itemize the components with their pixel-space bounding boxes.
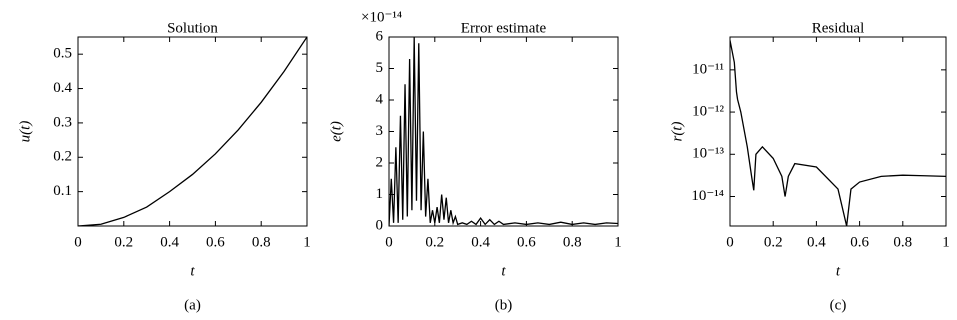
y-tick-label: 4 — [376, 91, 384, 107]
x-axis-label: t — [836, 263, 841, 279]
x-tick-label: 0.2 — [425, 234, 444, 250]
y-axis-label: r(t) — [669, 122, 685, 142]
x-tick-label: 0.2 — [114, 234, 133, 250]
y-tick-label: 2 — [376, 154, 384, 170]
y-tick-label: 3 — [376, 123, 384, 139]
y-tick-label: 0.5 — [53, 46, 72, 62]
x-tick-label: 1 — [614, 234, 622, 250]
x-tick-label: 0.8 — [252, 234, 271, 250]
axes-box — [729, 36, 947, 227]
chart-title: Residual — [812, 20, 865, 36]
x-tick-label: 0.6 — [517, 234, 536, 250]
x-tick-label: 0.8 — [563, 234, 582, 250]
y-tick-label: 0.1 — [53, 183, 72, 199]
y-tick-label: 0.4 — [53, 80, 72, 96]
x-tick-label: 1 — [303, 234, 311, 250]
x-tick-label: 0.6 — [206, 234, 225, 250]
y-axis-label: e(t) — [328, 121, 344, 142]
x-tick-label: 0.8 — [893, 234, 912, 250]
data-line — [78, 37, 307, 226]
x-tick-label: 0 — [385, 234, 393, 250]
y-tick-label: 1 — [376, 186, 384, 202]
x-tick-label: 0.4 — [807, 234, 826, 250]
y-tick-label: 0.3 — [53, 114, 72, 130]
y-tick-label: 0.2 — [53, 149, 72, 165]
x-tick-label: 0.2 — [764, 234, 783, 250]
y-tick-label: 5 — [376, 60, 384, 76]
x-axis-label: t — [190, 263, 195, 279]
chart-title: Solution — [167, 20, 218, 36]
x-tick-label: 1 — [942, 234, 950, 250]
caption: (c) — [830, 297, 847, 313]
x-tick-label: 0 — [726, 234, 734, 250]
caption: (a) — [184, 297, 201, 313]
x-tick-label: 0.4 — [160, 234, 179, 250]
y-tick-label: 10⁻¹¹ — [692, 61, 724, 77]
data-line — [730, 40, 946, 226]
axes-box — [77, 36, 308, 227]
data-line — [389, 37, 618, 226]
axes-box — [388, 36, 619, 227]
y-tick-label: 10⁻¹² — [692, 104, 724, 120]
x-tick-label: 0.6 — [850, 234, 869, 250]
axis-multiplier: ×10⁻¹⁴ — [361, 9, 402, 25]
chart-title: Error estimate — [461, 20, 547, 36]
x-tick-label: 0.4 — [471, 234, 490, 250]
y-tick-label: 10⁻¹³ — [692, 146, 724, 162]
y-tick-label: 6 — [376, 28, 384, 44]
y-tick-label: 10⁻¹⁴ — [691, 188, 724, 204]
y-tick-label: 0 — [376, 217, 384, 233]
y-axis-label: u(t) — [17, 121, 33, 143]
x-axis-label: t — [501, 263, 506, 279]
caption: (b) — [495, 297, 513, 313]
x-tick-label: 0 — [74, 234, 82, 250]
